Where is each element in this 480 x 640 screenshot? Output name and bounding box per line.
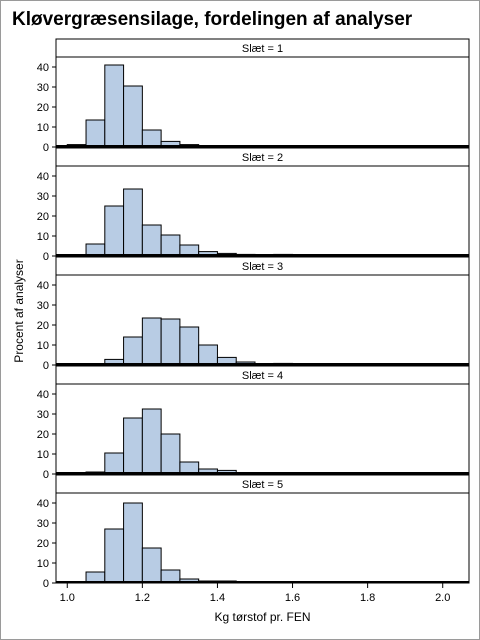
y-tick-label: 30 <box>37 82 49 94</box>
chart-title: Kløvergræsensilage, fordelingen af analy… <box>12 9 413 30</box>
panel-strip-label: Slæt = 2 <box>242 152 283 164</box>
histogram-bar <box>141 408 162 475</box>
y-tick-label: 20 <box>37 320 49 332</box>
y-tick-label: 20 <box>37 102 49 114</box>
y-tick-label: 0 <box>43 142 49 154</box>
y-tick-label: 30 <box>37 409 49 421</box>
y-tick-label: 10 <box>37 231 49 243</box>
y-tick-label: 30 <box>37 300 49 312</box>
histogram-bar <box>123 188 143 257</box>
histogram-bar <box>198 344 218 366</box>
panel-strip-label: Slæt = 4 <box>242 370 283 382</box>
histogram-bar <box>104 64 125 148</box>
histogram-bar <box>104 528 125 584</box>
x-axis-label: Kg tørstof pr. FEN <box>214 610 310 624</box>
y-axis-label: Procent af analyser <box>12 259 26 362</box>
y-tick-label: 10 <box>37 558 49 570</box>
histogram-bar <box>104 452 125 475</box>
histogram-bar <box>123 502 143 584</box>
histogram-bar <box>123 417 143 475</box>
histogram-bar <box>141 547 162 584</box>
y-tick-label: 0 <box>43 251 49 263</box>
y-tick-label: 0 <box>43 469 49 481</box>
panel-strip-label: Slæt = 3 <box>242 261 283 273</box>
x-tick-label: 2.0 <box>435 592 450 604</box>
y-tick-label: 10 <box>37 122 49 134</box>
histogram-bar <box>141 317 162 366</box>
y-tick-label: 0 <box>43 578 49 590</box>
histogram-bar <box>123 85 143 148</box>
histogram-bar <box>141 224 162 257</box>
histogram-bar <box>160 433 181 475</box>
histogram-bar <box>123 336 143 366</box>
histogram-bar <box>85 119 106 148</box>
y-tick-label: 0 <box>43 360 49 372</box>
y-tick-label: 40 <box>37 280 49 292</box>
y-tick-label: 40 <box>37 171 49 183</box>
y-tick-label: 30 <box>37 518 49 530</box>
x-tick-label: 1.4 <box>210 592 225 604</box>
y-tick-label: 40 <box>37 62 49 74</box>
histogram-bar <box>141 129 162 148</box>
panel-plot-area <box>55 274 470 366</box>
y-tick-label: 40 <box>37 389 49 401</box>
x-tick-label: 1.6 <box>285 592 300 604</box>
x-tick-label: 1.2 <box>135 592 150 604</box>
y-tick-label: 40 <box>37 498 49 510</box>
panel-strip-label: Slæt = 5 <box>242 479 283 491</box>
histogram-bar <box>179 326 200 366</box>
y-tick-label: 10 <box>37 340 49 352</box>
y-tick-label: 20 <box>37 211 49 223</box>
histogram-bar <box>160 234 181 257</box>
x-tick-label: 1.0 <box>60 592 75 604</box>
y-tick-label: 20 <box>37 429 49 441</box>
histogram-bar <box>160 318 181 366</box>
x-tick-label: 1.8 <box>360 592 375 604</box>
panel-strip-label: Slæt = 1 <box>242 43 283 55</box>
y-tick-label: 30 <box>37 191 49 203</box>
y-tick-label: 10 <box>37 449 49 461</box>
y-tick-label: 20 <box>37 538 49 550</box>
histogram-bar <box>104 205 125 257</box>
